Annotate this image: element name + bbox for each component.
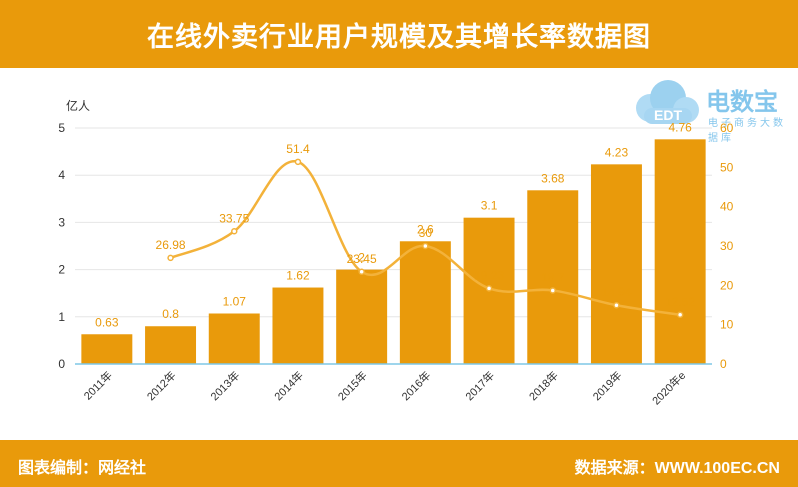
x-tick-label: 2012年 [144,368,179,403]
line-point [613,301,620,309]
bar-data-label: 0.8 [162,307,179,321]
line-data-label: 19.23 [474,268,504,282]
line-data-label: 26.98 [156,238,186,252]
y-tick-label: 0 [58,357,65,371]
growth-rate-line [170,160,681,316]
y-tick-label: 1 [58,310,65,324]
bar-series [81,139,706,364]
x-tick-label: 2017年 [462,368,497,403]
y2-tick-label: 30 [720,239,734,253]
bar-data-label: 2.6 [417,222,434,236]
line-data-label: 33.75 [219,211,249,225]
y-axis-label: 亿人 [66,98,90,113]
y2-tick-label: 60 [720,121,734,135]
y-tick-label: 5 [58,121,65,135]
bar-data-label: 1.07 [223,294,247,308]
x-tick-label: 2016年 [398,368,433,403]
line-data-label: 23.45 [347,252,377,266]
y-tick-label: 4 [58,168,65,182]
bar [208,313,260,364]
y-tick-label: 3 [58,215,65,229]
bar [272,287,324,364]
line-point [231,228,238,235]
line-data-label: 51.4 [286,142,310,156]
footer-bar: 图表编制：网经社 数据来源：WWW.100EC.CN [0,440,798,487]
x-tick-label: 2018年 [526,368,561,403]
line-data-label: 18.7 [541,270,565,284]
watermark-text: 电数宝 [706,89,778,116]
line-point [294,158,302,166]
y2-tick-label: 40 [720,200,734,214]
bar [527,190,579,364]
bar-data-label: 0.63 [95,315,119,329]
y2-tick-label: 0 [720,357,727,371]
chart-title: 在线外卖行业用户规模及其增长率数据图 [0,0,798,68]
bar [399,241,451,364]
x-tick-label: 2015年 [335,368,370,403]
x-tick-label: 2020年e [649,368,688,407]
bar [654,139,706,364]
x-tick-label: 2011年 [81,368,115,402]
bar [590,164,642,364]
line-data-label: 30 [419,226,433,240]
bar [81,334,133,364]
line-point [422,242,429,250]
x-tick-label: 2013年 [207,368,242,403]
bar [145,326,197,364]
bar-data-label: 3.68 [541,171,565,185]
bar-data-label: 4.76 [668,120,692,134]
y2-tick-label: 10 [720,318,734,332]
y2-tick-label: 50 [720,160,734,174]
y-tick-label: 2 [58,263,65,277]
bar-data-label: 4.23 [605,145,629,159]
bar-data-label: 1.62 [286,269,310,283]
watermark-logo-text: EDT [654,107,682,123]
watermark-subtext: 电子商务大数据库 [708,118,786,144]
line-data-label: 14.94 [601,285,631,299]
line-point [167,254,174,262]
bar [336,269,388,364]
bar-data-labels: 0.63 0.8 1.07 1.62 2 2.6 3.1 3.68 4.23 4.76 [95,120,692,329]
bar-data-label: 3.1 [481,199,498,213]
bar-data-label: 2 [358,251,365,265]
line-data-label: 12.52 [665,295,695,309]
line-data-labels: 26.98 33.75 51.4 23.45 30 19.23 18.7 14.94 12.52 [156,142,696,309]
cloud-icon: EDT [636,80,699,124]
footer-credit: 图表编制：网经社 [18,460,147,477]
combo-chart: 0.63 0.8 1.07 1.62 2 2.6 3.1 3.68 4.23 4.76 26.98… [58,98,734,408]
x-tick-label: 2019年 [590,368,625,403]
line-series [167,158,684,319]
line-point [676,311,684,319]
line-point [549,287,556,294]
line-point [358,268,365,276]
y2-tick-label: 20 [720,278,734,292]
watermark-logo: EDT 电数宝 电子商务大数据库 [628,74,798,144]
line-point [485,285,493,292]
footer-source: 数据来源：WWW.100EC.CN [574,460,780,477]
x-tick-label: 2014年 [271,368,306,403]
